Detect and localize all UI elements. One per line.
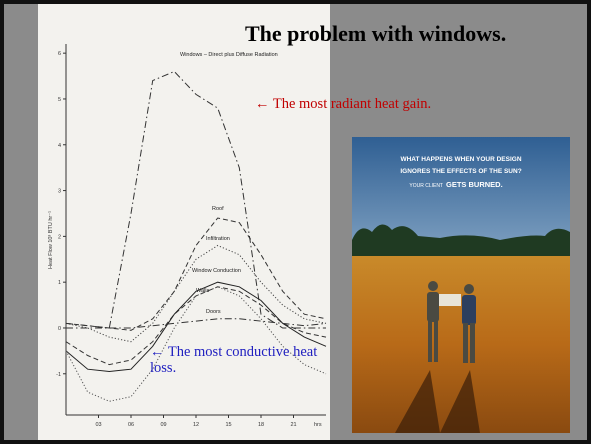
x-tick-label: 03: [95, 422, 101, 428]
x-tick-label: 12: [193, 422, 199, 428]
poster-line: IGNORES THE EFFECTS OF THE SUN?: [400, 168, 521, 175]
series-label: Doors: [206, 309, 221, 315]
series-label: Walls: [196, 288, 210, 294]
series-label: Roof: [212, 206, 224, 212]
slide-title: The problem with windows.: [245, 21, 506, 46]
poster-figures: [427, 281, 476, 363]
y-tick-label: 0: [58, 326, 61, 332]
series-line: [66, 70, 326, 329]
poster-line: WHAT HAPPENS WHEN YOUR DESIGN: [400, 156, 521, 163]
y-tick-label: 4: [58, 143, 61, 149]
poster: WHAT HAPPENS WHEN YOUR DESIGN IGNORES TH…: [352, 137, 570, 433]
callout: ← The most radiant heat gain.: [255, 96, 431, 112]
y-tick-label: 6: [58, 51, 61, 57]
series-label: Window Conduction: [192, 268, 241, 274]
x-tick-label: 18: [258, 422, 264, 428]
x-tick-label: 06: [128, 422, 134, 428]
poster-line: YOUR CLIENT: [409, 183, 443, 189]
x-tick-label: 15: [225, 422, 231, 428]
x-tick-label: 21: [290, 422, 296, 428]
y-tick-label: -1: [56, 372, 61, 378]
callout: ← The most conductive heat loss.: [150, 344, 318, 376]
poster-line: GETS BURNED.: [446, 180, 503, 189]
series-label: Windows – Direct plus Diffuse Radiation: [180, 52, 278, 58]
series-label: Infiltration: [206, 236, 230, 242]
x-tick-label: 09: [160, 422, 166, 428]
y-axis-label: Heat Flow 10³ BTU hr⁻¹: [48, 211, 54, 269]
series-line: [65, 286, 327, 366]
series-line: [65, 244, 327, 343]
series-line: [65, 318, 327, 329]
scan-background: [38, 4, 330, 440]
x-axis-label: hrs: [314, 422, 322, 428]
y-tick-label: 5: [58, 97, 61, 103]
y-tick-label: 3: [58, 189, 61, 195]
poster-trees: [352, 224, 570, 262]
y-tick-label: 1: [58, 280, 61, 286]
y-tick-label: 2: [58, 234, 61, 240]
poster-shadows: [395, 370, 480, 433]
